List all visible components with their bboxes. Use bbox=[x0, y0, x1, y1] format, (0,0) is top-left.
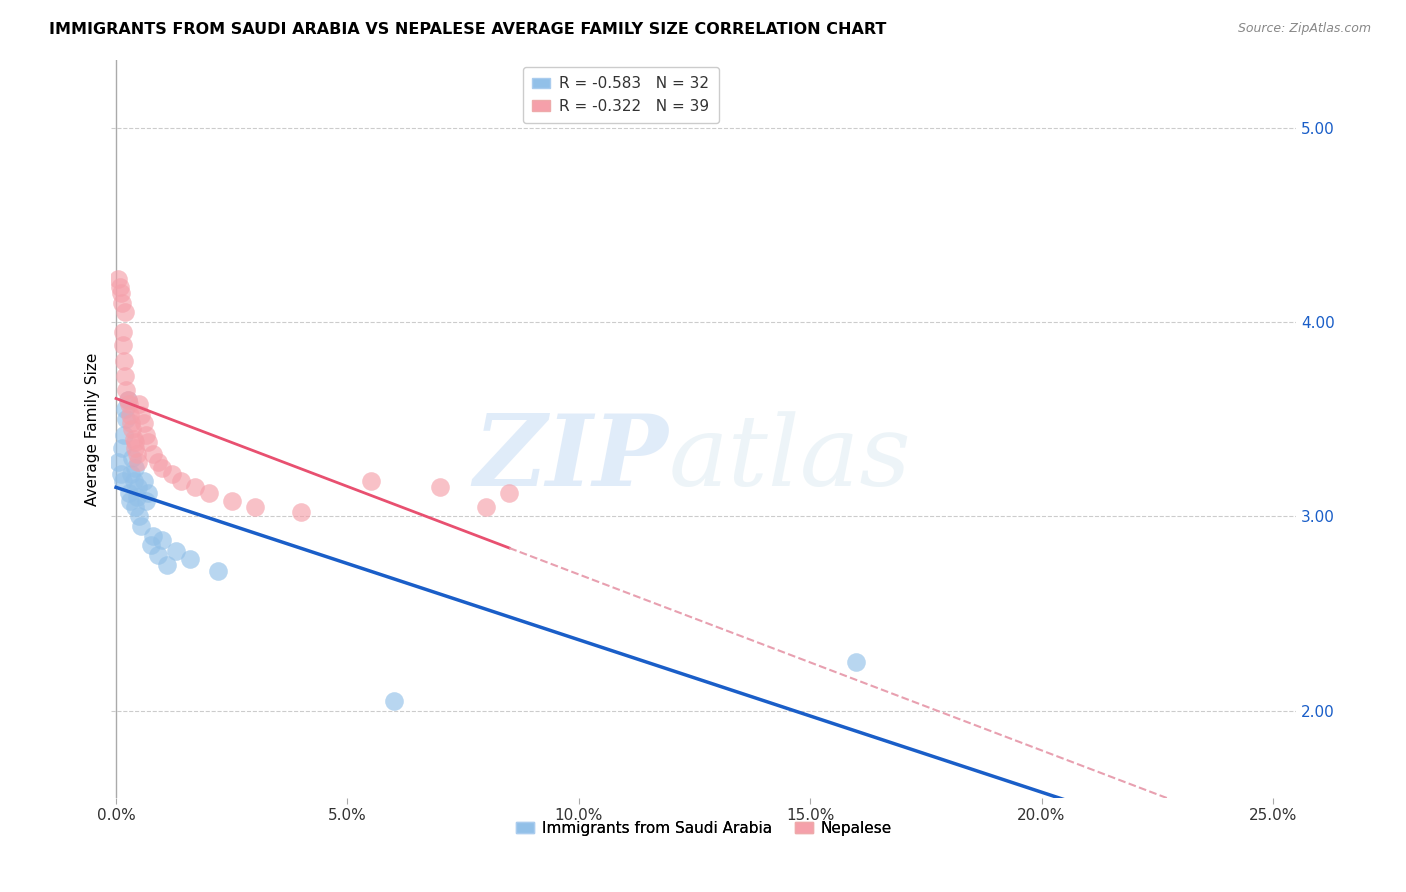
Point bbox=[131, 409, 153, 423]
Point bbox=[121, 450, 143, 465]
Legend: Immigrants from Saudi Arabia, Nepalese: Immigrants from Saudi Arabia, Nepalese bbox=[509, 815, 898, 842]
Point bbox=[150, 533, 173, 547]
Point bbox=[156, 558, 179, 572]
Point bbox=[110, 295, 132, 310]
Point bbox=[150, 460, 173, 475]
Point bbox=[132, 475, 155, 489]
Point bbox=[112, 354, 135, 368]
Point bbox=[125, 490, 148, 504]
Point bbox=[183, 480, 205, 494]
Point bbox=[111, 475, 134, 489]
Point bbox=[111, 338, 134, 352]
Point bbox=[122, 475, 145, 489]
Point bbox=[127, 455, 149, 469]
Point bbox=[118, 486, 141, 500]
Point bbox=[498, 486, 520, 500]
Point bbox=[845, 655, 868, 669]
Point bbox=[124, 435, 146, 450]
Point bbox=[146, 548, 169, 562]
Point bbox=[290, 505, 312, 519]
Point bbox=[475, 500, 498, 514]
Text: IMMIGRANTS FROM SAUDI ARABIA VS NEPALESE AVERAGE FAMILY SIZE CORRELATION CHART: IMMIGRANTS FROM SAUDI ARABIA VS NEPALESE… bbox=[49, 22, 887, 37]
Point bbox=[139, 538, 162, 552]
Y-axis label: Average Family Size: Average Family Size bbox=[86, 352, 100, 506]
Point bbox=[118, 396, 141, 410]
Point bbox=[107, 272, 129, 286]
Point bbox=[117, 392, 139, 407]
Point bbox=[170, 475, 193, 489]
Point bbox=[221, 493, 243, 508]
Point bbox=[120, 467, 142, 481]
Point bbox=[127, 480, 149, 494]
Point bbox=[110, 285, 132, 300]
Point bbox=[128, 509, 150, 524]
Point bbox=[125, 447, 148, 461]
Point bbox=[142, 447, 165, 461]
Point bbox=[118, 493, 141, 508]
Point bbox=[114, 369, 136, 384]
Point bbox=[131, 519, 153, 533]
Point bbox=[138, 486, 160, 500]
Point bbox=[138, 435, 160, 450]
Point bbox=[124, 500, 146, 514]
Point bbox=[146, 455, 169, 469]
Point bbox=[117, 392, 139, 407]
Point bbox=[207, 564, 229, 578]
Point bbox=[107, 455, 129, 469]
Point bbox=[111, 325, 134, 339]
Point bbox=[135, 427, 157, 442]
Point bbox=[120, 416, 142, 430]
Point bbox=[160, 467, 183, 481]
Point bbox=[135, 493, 157, 508]
Point bbox=[122, 432, 145, 446]
Point bbox=[165, 544, 187, 558]
Point bbox=[110, 442, 132, 456]
Point bbox=[179, 552, 201, 566]
Point bbox=[124, 460, 146, 475]
Point bbox=[128, 396, 150, 410]
Point bbox=[115, 383, 138, 397]
Point bbox=[112, 427, 135, 442]
Point bbox=[124, 442, 146, 456]
Point bbox=[132, 416, 155, 430]
Point bbox=[142, 529, 165, 543]
Point bbox=[429, 480, 451, 494]
Point bbox=[108, 280, 131, 294]
Point bbox=[118, 409, 141, 423]
Text: Source: ZipAtlas.com: Source: ZipAtlas.com bbox=[1237, 22, 1371, 36]
Point bbox=[114, 305, 136, 319]
Point bbox=[360, 475, 382, 489]
Point bbox=[197, 486, 219, 500]
Point bbox=[243, 500, 266, 514]
Point bbox=[115, 412, 138, 426]
Point bbox=[121, 422, 143, 436]
Point bbox=[382, 694, 405, 708]
Text: ZIP: ZIP bbox=[474, 410, 668, 507]
Point bbox=[110, 467, 132, 481]
Text: atlas: atlas bbox=[668, 410, 911, 506]
Point bbox=[114, 402, 136, 417]
